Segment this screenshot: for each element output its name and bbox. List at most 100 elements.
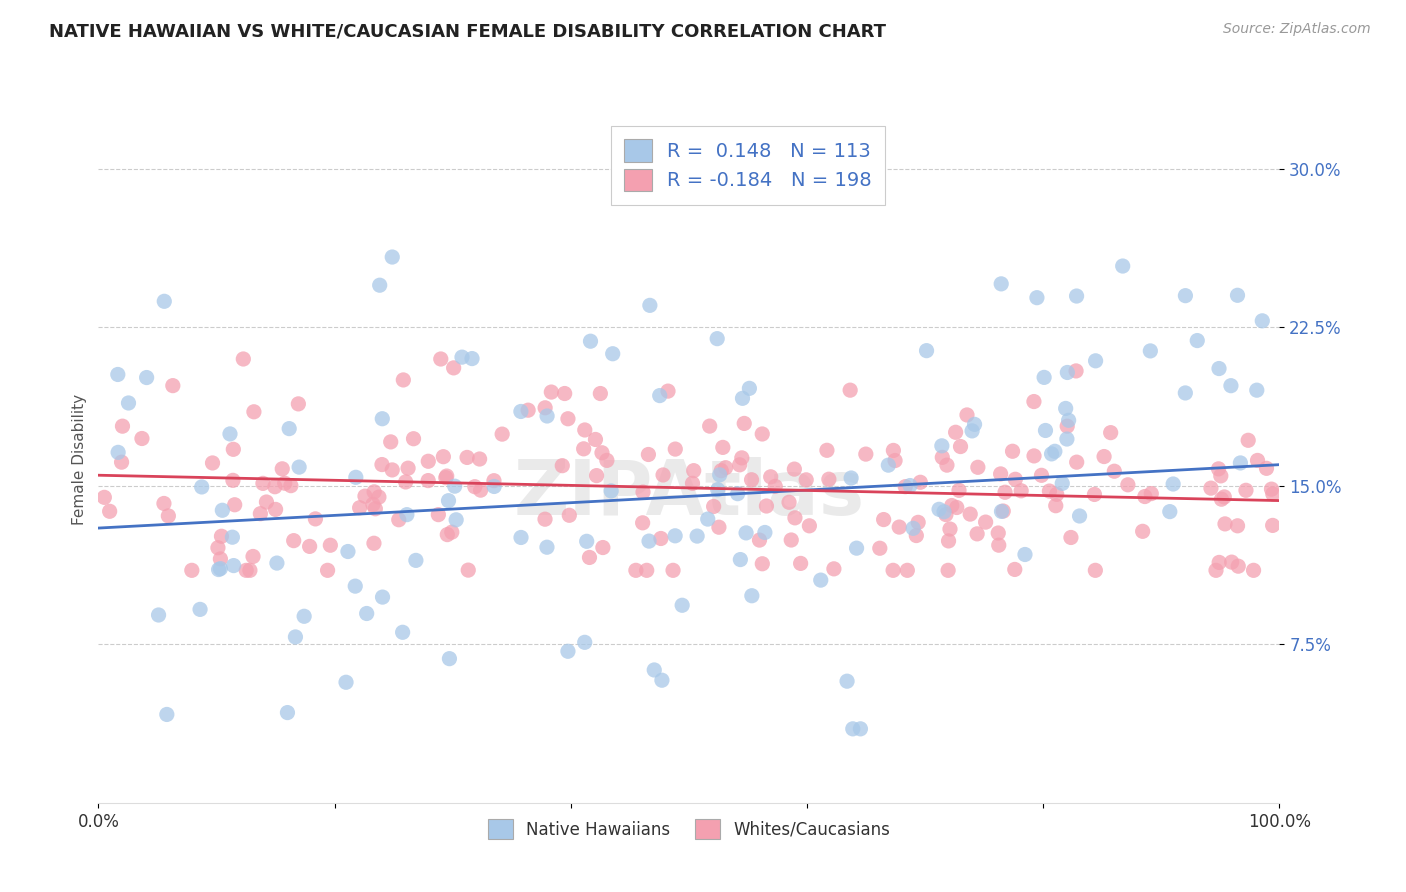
- Point: [815, 443, 838, 458]
- Point: [1056, 419, 1078, 434]
- Point: [436, 469, 458, 483]
- Point: [728, 458, 751, 472]
- Point: [755, 499, 778, 513]
- Point: [783, 511, 806, 525]
- Point: [117, 396, 139, 410]
- Point: [249, 507, 271, 521]
- Point: [882, 563, 904, 577]
- Point: [845, 541, 868, 556]
- Point: [741, 473, 763, 487]
- Point: [731, 392, 754, 406]
- Point: [706, 483, 728, 497]
- Point: [361, 497, 384, 511]
- Point: [509, 404, 531, 418]
- Point: [1209, 468, 1232, 483]
- Point: [1010, 483, 1032, 498]
- Point: [153, 294, 176, 309]
- Point: [1116, 477, 1139, 491]
- Point: [1092, 450, 1115, 464]
- Point: [180, 563, 202, 577]
- Point: [778, 495, 800, 509]
- Point: [557, 644, 579, 658]
- Point: [363, 484, 385, 499]
- Point: [1208, 556, 1230, 570]
- Point: [928, 502, 950, 516]
- Point: [966, 526, 988, 541]
- Point: [1187, 334, 1209, 348]
- Point: [344, 579, 367, 593]
- Point: [730, 552, 752, 566]
- Point: [664, 442, 686, 456]
- Point: [536, 540, 558, 554]
- Point: [482, 474, 505, 488]
- Point: [482, 479, 505, 493]
- Point: [710, 464, 733, 478]
- Point: [907, 516, 929, 530]
- Point: [915, 343, 938, 358]
- Point: [727, 486, 749, 500]
- Point: [235, 563, 257, 577]
- Point: [554, 386, 576, 401]
- Point: [405, 553, 427, 567]
- Point: [243, 405, 266, 419]
- Point: [1211, 492, 1233, 507]
- Point: [162, 378, 184, 392]
- Point: [304, 512, 326, 526]
- Point: [510, 531, 533, 545]
- Point: [910, 475, 932, 490]
- Point: [596, 453, 619, 467]
- Point: [148, 607, 170, 622]
- Point: [1069, 508, 1091, 523]
- Point: [1260, 482, 1282, 496]
- Point: [1161, 477, 1184, 491]
- Point: [855, 447, 877, 461]
- Point: [319, 538, 342, 552]
- Point: [349, 500, 371, 515]
- Point: [392, 373, 415, 387]
- Point: [585, 468, 607, 483]
- Point: [738, 381, 761, 395]
- Point: [283, 533, 305, 548]
- Point: [748, 533, 770, 547]
- Point: [1043, 444, 1066, 458]
- Point: [1099, 425, 1122, 440]
- Point: [872, 512, 894, 526]
- Point: [1064, 364, 1087, 378]
- Text: Source: ZipAtlas.com: Source: ZipAtlas.com: [1223, 22, 1371, 37]
- Point: [1208, 361, 1230, 376]
- Point: [652, 467, 675, 482]
- Point: [368, 278, 391, 293]
- Point: [391, 625, 413, 640]
- Point: [941, 499, 963, 513]
- Point: [877, 458, 900, 472]
- Point: [818, 472, 841, 486]
- Point: [1139, 343, 1161, 358]
- Point: [434, 470, 457, 484]
- Point: [534, 512, 557, 526]
- Point: [284, 630, 307, 644]
- Point: [1066, 289, 1088, 303]
- Point: [1234, 483, 1257, 498]
- Point: [990, 277, 1012, 291]
- Point: [839, 471, 862, 485]
- Point: [1056, 432, 1078, 446]
- Point: [707, 520, 730, 534]
- Point: [754, 525, 776, 540]
- Point: [1246, 453, 1268, 467]
- Point: [578, 550, 600, 565]
- Point: [579, 334, 602, 349]
- Point: [93, 491, 115, 505]
- Point: [110, 455, 132, 469]
- Point: [1261, 487, 1284, 501]
- Legend: Native Hawaiians, Whites/Caucasians: Native Hawaiians, Whites/Caucasians: [481, 813, 897, 846]
- Point: [451, 350, 474, 364]
- Point: [682, 476, 704, 491]
- Point: [534, 401, 557, 415]
- Point: [842, 722, 865, 736]
- Point: [682, 464, 704, 478]
- Point: [402, 432, 425, 446]
- Point: [1213, 490, 1236, 504]
- Point: [1227, 559, 1250, 574]
- Point: [1046, 487, 1069, 501]
- Point: [1133, 490, 1156, 504]
